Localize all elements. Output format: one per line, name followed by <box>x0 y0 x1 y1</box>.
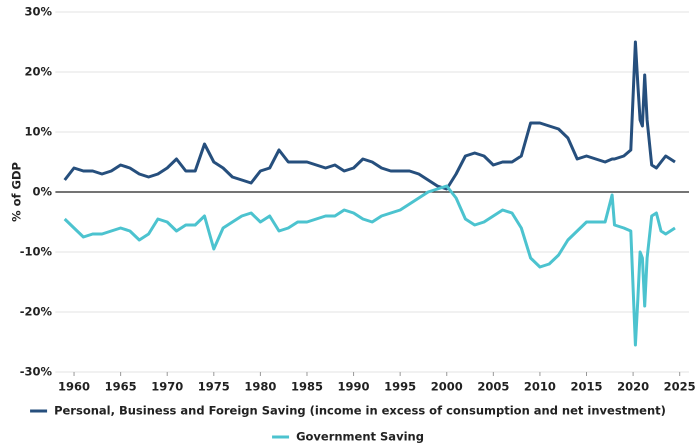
x-tick-label: 1980 <box>244 380 276 394</box>
legend-label: Personal, Business and Foreign Saving (i… <box>54 404 666 418</box>
y-tick-label: 30% <box>24 5 52 19</box>
x-tick-label: 1990 <box>338 380 370 394</box>
y-tick-label: 10% <box>24 125 52 139</box>
x-tick-label: 1995 <box>384 380 416 394</box>
x-tick-label: 1970 <box>151 380 183 394</box>
y-tick-label: 20% <box>24 65 52 79</box>
y-tick-label: -20% <box>20 305 53 319</box>
y-tick-label: -30% <box>20 365 53 379</box>
x-tick-label: 2005 <box>477 380 509 394</box>
y-tick-label: 0% <box>32 185 52 199</box>
x-tick-label: 1965 <box>105 380 137 394</box>
series-line <box>63 184 676 347</box>
legend-label: Government Saving <box>296 430 424 444</box>
x-tick-label: 2020 <box>617 380 649 394</box>
x-tick-label: 1975 <box>198 380 230 394</box>
series-line <box>63 40 676 191</box>
y-axis-title: % of GDP <box>10 162 24 222</box>
x-tick-label: 2000 <box>431 380 463 394</box>
x-tick-label: 2015 <box>570 380 602 394</box>
x-tick-label: 2025 <box>664 380 696 394</box>
x-tick-label: 1960 <box>58 380 90 394</box>
y-tick-label: -10% <box>20 245 53 259</box>
x-tick-label: 2010 <box>524 380 556 394</box>
x-tick-label: 1985 <box>291 380 323 394</box>
